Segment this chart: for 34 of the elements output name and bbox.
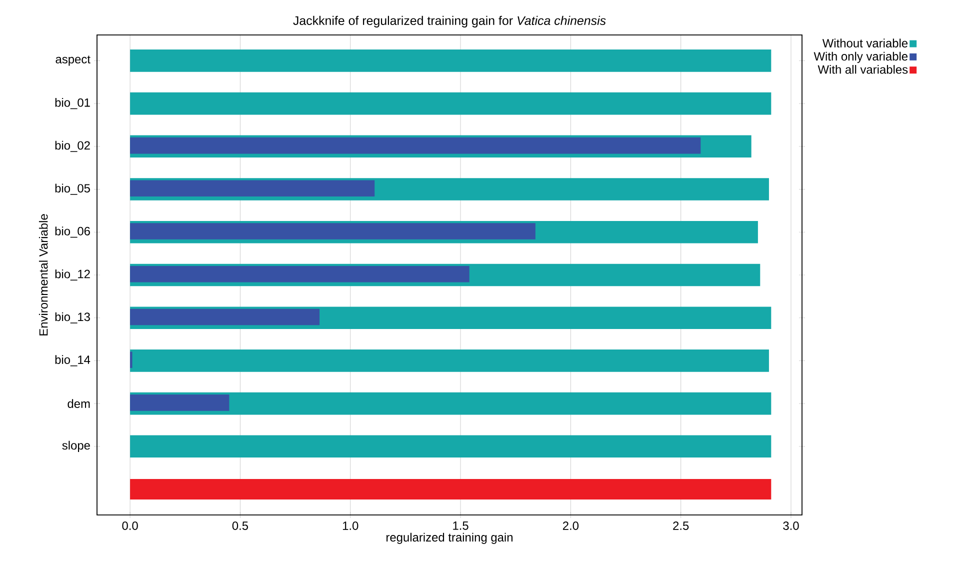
x-tick-label: 0.5 [232, 522, 248, 530]
y-tick-label: bio_06 [55, 226, 90, 238]
bar [130, 223, 536, 240]
y-tick-label: bio_01 [55, 98, 90, 110]
x-tick-label: 3.0 [783, 522, 799, 530]
legend-label: With only variable [814, 52, 908, 63]
bar [130, 478, 772, 500]
bar [130, 137, 701, 154]
y-tick-label: bio_05 [55, 184, 90, 195]
legend-label: Without variable [822, 38, 908, 48]
x-tick-label: 0.0 [122, 522, 138, 530]
x-axis-title: regularized training gain [386, 532, 512, 544]
bar [130, 394, 230, 411]
y-tick-label: bio_12 [55, 269, 90, 280]
y-tick-label: aspect [56, 56, 90, 66]
y-tick-label: slope [62, 440, 90, 452]
y-tick-label: bio_02 [55, 140, 90, 152]
x-tick-label: 1.0 [342, 522, 358, 530]
bar [130, 435, 772, 458]
legend-label: With all variables [818, 64, 908, 74]
bar [130, 180, 375, 197]
bar [130, 92, 772, 115]
bar [130, 266, 470, 282]
y-tick-label: bio_14 [55, 355, 90, 366]
bar [130, 350, 769, 372]
x-tick-label: 2.5 [673, 522, 689, 530]
y-tick-label: bio_13 [55, 312, 90, 324]
x-tick-label: 1.5 [453, 522, 468, 530]
y-tick-label: dem [68, 399, 90, 408]
bar [130, 308, 320, 326]
x-tick-label: 2.0 [562, 522, 579, 530]
y-axis-title: Environmental Variable [38, 214, 48, 336]
chart-title: Jackknife of regularized training gain for Vatica chinensis [293, 16, 606, 28]
bar [130, 50, 772, 72]
